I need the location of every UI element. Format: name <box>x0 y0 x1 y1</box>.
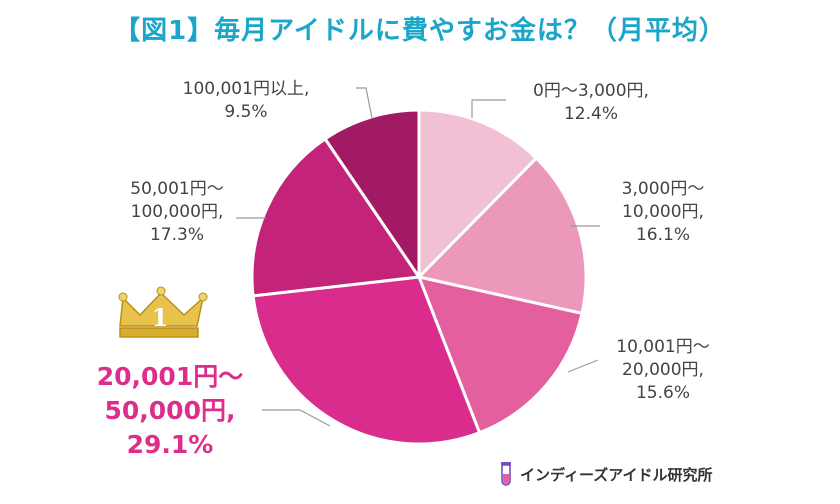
pie-slice-4 <box>250 136 422 298</box>
slice-label-line: 10,000円, <box>622 202 704 222</box>
slice-label-0: 0円〜3,000円, 12.4% <box>516 80 666 126</box>
pie-slice-3 <box>251 275 482 446</box>
pie-slice-0 <box>417 108 539 281</box>
slice-label-3: 20,001円〜 50,000円, 29.1% <box>90 360 250 462</box>
slice-label-line: 20,000円, <box>622 360 704 380</box>
crown-icon: 1 <box>118 286 208 338</box>
slice-label-line: 50,000円, <box>104 396 236 425</box>
slice-label-4: 50,001円〜 100,000円, 17.3% <box>112 178 242 247</box>
slice-label-line: 50,001円〜 <box>130 179 224 199</box>
slice-label-line: 29.1% <box>126 430 214 459</box>
slice-label-line: 17.3% <box>149 225 204 245</box>
leader-line-0 <box>471 99 506 118</box>
slice-label-line: 3,000円〜 <box>621 179 705 199</box>
leader-lines <box>236 87 600 427</box>
slice-label-line: 15.6% <box>635 383 690 403</box>
slice-label-line: 16.1% <box>635 225 690 245</box>
pie-slice-5 <box>323 108 421 282</box>
slice-label-line: 100,001円以上, <box>182 79 310 99</box>
slice-label-1: 3,000円〜 10,000円, 16.1% <box>598 178 728 247</box>
test-tube-icon <box>501 462 511 486</box>
slice-label-line: 20,001円〜 <box>96 362 244 391</box>
leader-line-5 <box>356 87 373 119</box>
pie-slices <box>250 108 588 446</box>
leader-line-3 <box>262 409 331 427</box>
slice-label-line: 100,000円, <box>130 202 224 222</box>
slice-label-line: 12.4% <box>563 104 618 124</box>
slice-label-line: 0円〜3,000円, <box>533 81 649 101</box>
brand-name: インディーズアイドル研究所 <box>520 465 713 484</box>
chart-title: 【図1】毎月アイドルに費やすお金は？（月平均） <box>114 16 726 46</box>
leader-line-2 <box>567 359 599 373</box>
footer-brand: インディーズアイドル研究所 <box>498 460 712 488</box>
slice-label-2: 10,001円〜 20,000円, 15.6% <box>598 336 728 405</box>
rank-number: 1 <box>152 303 169 332</box>
slice-label-5: 100,001円以上, 9.5% <box>166 78 326 124</box>
pie-slice-1 <box>416 156 588 316</box>
slice-label-line: 10,001円〜 <box>616 337 710 357</box>
pie-slice-2 <box>416 274 584 435</box>
slice-label-line: 9.5% <box>224 102 268 122</box>
